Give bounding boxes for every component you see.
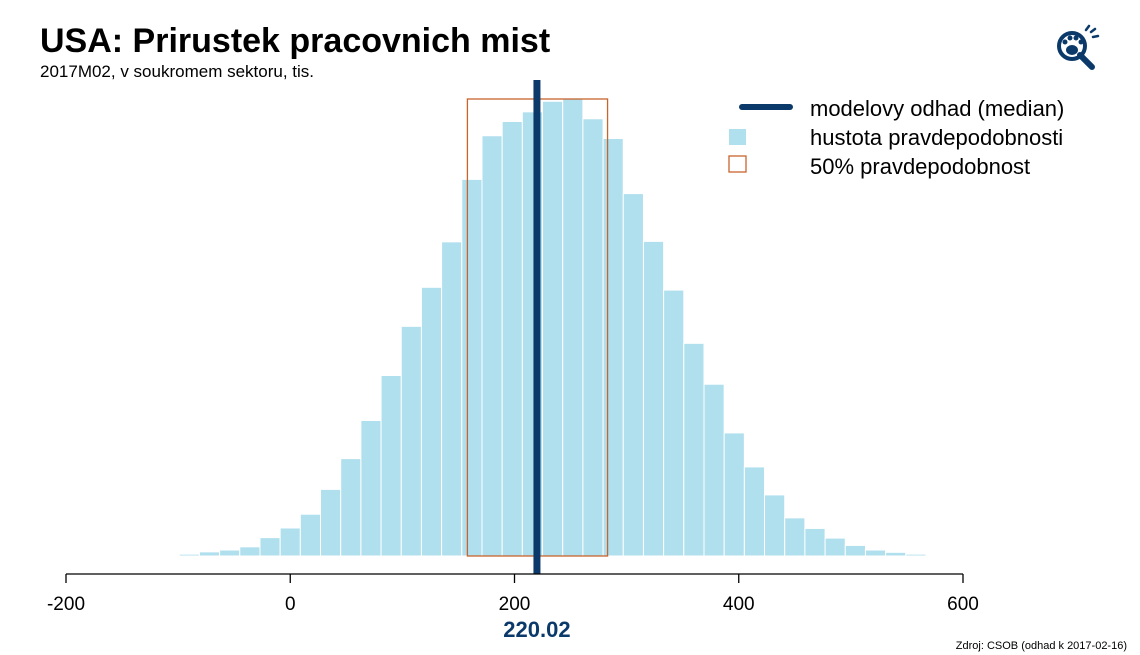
histogram-bar (279, 527, 301, 557)
histogram-bar (703, 383, 725, 557)
histogram-bar (461, 178, 483, 557)
histogram-bar (844, 544, 866, 557)
histogram-bar (158, 554, 180, 557)
legend-interval-label: 50% pravdepodobnost (810, 154, 1030, 179)
histogram-bar (320, 488, 342, 557)
histogram-bar (864, 549, 887, 557)
histogram-bar (804, 527, 826, 557)
histogram-bar (622, 193, 644, 557)
histogram-bar (178, 553, 200, 557)
histogram-bar (420, 286, 443, 557)
legend-median-label: modelovy odhad (median) (810, 96, 1064, 121)
histogram-bar (824, 537, 846, 557)
x-axis-ticks: -200 0 200 400 600 (47, 574, 979, 615)
histogram-bar (340, 458, 362, 557)
histogram-bar (360, 420, 382, 557)
median-value-label: 220.02 (503, 617, 570, 642)
legend-density-label: hustota pravdepodobnosti (810, 125, 1063, 150)
x-tick-label: 200 (499, 594, 531, 615)
histogram-bar (562, 98, 584, 557)
histogram-bar (642, 240, 665, 557)
bear-paw-magnifier-icon (1057, 24, 1100, 70)
histogram-bar (299, 513, 322, 557)
histogram-bar (764, 494, 786, 557)
x-tick-label: -200 (47, 594, 85, 615)
legend-density-swatch (729, 129, 746, 145)
histogram-bar (380, 374, 402, 557)
legend: modelovy odhad (median) hustota pravdepo… (728, 96, 1064, 179)
x-tick-label: 400 (723, 594, 755, 615)
histogram-bar (723, 432, 745, 557)
histogram-bar (400, 325, 422, 557)
chart-subtitle: 2017M02, v soukromem sektoru, tis. (40, 62, 315, 81)
x-tick-label: 600 (947, 594, 979, 615)
histogram-bar (683, 342, 705, 557)
legend-interval-swatch (728, 155, 747, 173)
histogram-bar (239, 546, 261, 557)
histogram-bar (441, 241, 463, 557)
source-note: Zdroj: CSOB (odhad k 2017-02-16) (955, 640, 1127, 652)
histogram-bar (784, 517, 806, 557)
histogram-bar (198, 551, 221, 557)
histogram-bar (542, 100, 564, 557)
histogram-bar (219, 549, 241, 557)
histogram-bar (743, 466, 766, 557)
histogram-bar (602, 137, 624, 557)
x-tick-label: 0 (285, 594, 296, 615)
histogram-bar (582, 118, 604, 557)
histogram-bar (885, 551, 907, 557)
histogram-bar (259, 537, 281, 557)
histogram-bar (481, 135, 503, 557)
chart-title: USA: Prirustek pracovnich mist (40, 22, 551, 60)
histogram-bar (905, 553, 927, 557)
histogram-bar (663, 289, 685, 557)
histogram-bar (501, 121, 523, 557)
